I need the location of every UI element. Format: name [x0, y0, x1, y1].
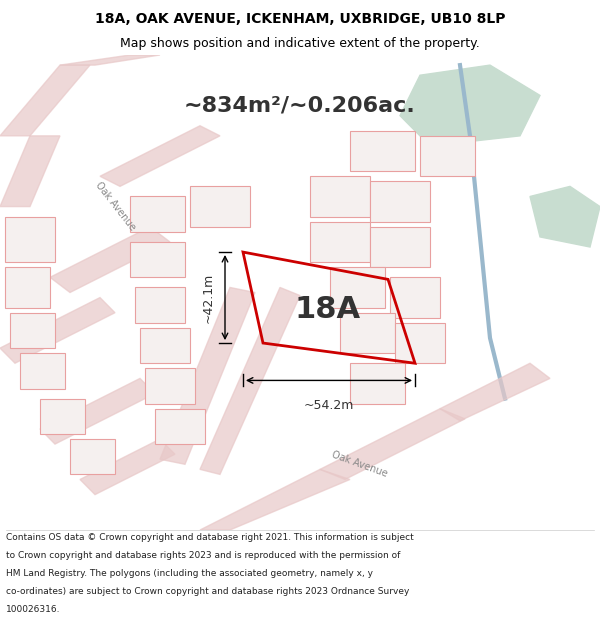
- Text: ~54.2m: ~54.2m: [304, 399, 354, 412]
- Polygon shape: [0, 65, 90, 136]
- Polygon shape: [440, 363, 550, 421]
- Polygon shape: [140, 328, 190, 363]
- Text: Oak Avenue: Oak Avenue: [93, 181, 137, 232]
- Polygon shape: [350, 363, 405, 404]
- Polygon shape: [40, 378, 155, 444]
- Text: ~42.1m: ~42.1m: [202, 272, 215, 322]
- Polygon shape: [70, 439, 115, 474]
- Polygon shape: [350, 131, 415, 171]
- Polygon shape: [20, 353, 65, 389]
- Polygon shape: [80, 439, 175, 494]
- Polygon shape: [320, 409, 465, 479]
- Polygon shape: [190, 186, 250, 227]
- Polygon shape: [145, 368, 195, 404]
- Polygon shape: [400, 65, 540, 146]
- Polygon shape: [160, 288, 255, 464]
- Polygon shape: [200, 288, 300, 474]
- Text: HM Land Registry. The polygons (including the associated geometry, namely x, y: HM Land Registry. The polygons (includin…: [6, 569, 373, 578]
- Polygon shape: [5, 217, 55, 262]
- Text: Oak Avenue: Oak Avenue: [331, 449, 389, 479]
- Text: to Crown copyright and database rights 2023 and is reproduced with the permissio: to Crown copyright and database rights 2…: [6, 551, 400, 560]
- Polygon shape: [530, 186, 600, 247]
- Polygon shape: [395, 323, 445, 363]
- Polygon shape: [155, 409, 205, 444]
- Polygon shape: [310, 176, 370, 217]
- Polygon shape: [420, 136, 475, 176]
- Polygon shape: [10, 312, 55, 348]
- Polygon shape: [0, 298, 115, 363]
- Polygon shape: [5, 268, 50, 308]
- Polygon shape: [340, 312, 395, 353]
- Polygon shape: [40, 399, 85, 434]
- Text: 18A: 18A: [294, 295, 361, 324]
- Polygon shape: [370, 181, 430, 222]
- Text: Contains OS data © Crown copyright and database right 2021. This information is : Contains OS data © Crown copyright and d…: [6, 533, 414, 542]
- Text: Map shows position and indicative extent of the property.: Map shows position and indicative extent…: [120, 38, 480, 51]
- Text: 18A, OAK AVENUE, ICKENHAM, UXBRIDGE, UB10 8LP: 18A, OAK AVENUE, ICKENHAM, UXBRIDGE, UB1…: [95, 12, 505, 26]
- Polygon shape: [60, 55, 160, 65]
- Text: co-ordinates) are subject to Crown copyright and database rights 2023 Ordnance S: co-ordinates) are subject to Crown copyr…: [6, 587, 409, 596]
- Polygon shape: [130, 196, 185, 232]
- Polygon shape: [390, 278, 440, 318]
- Polygon shape: [0, 136, 60, 207]
- Polygon shape: [330, 268, 385, 308]
- Polygon shape: [370, 227, 430, 268]
- Polygon shape: [50, 227, 170, 292]
- Text: ~834m²/~0.206ac.: ~834m²/~0.206ac.: [184, 96, 416, 116]
- Text: 100026316.: 100026316.: [6, 605, 61, 614]
- Polygon shape: [310, 222, 370, 262]
- Polygon shape: [200, 469, 350, 530]
- Polygon shape: [135, 288, 185, 323]
- Polygon shape: [100, 126, 220, 186]
- Polygon shape: [130, 242, 185, 278]
